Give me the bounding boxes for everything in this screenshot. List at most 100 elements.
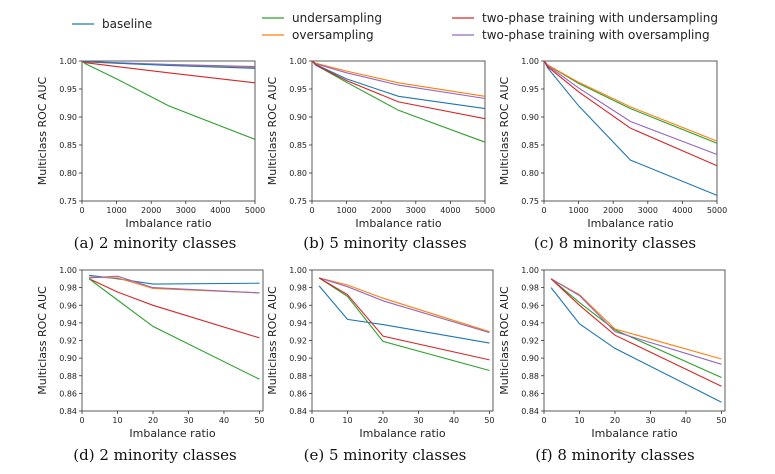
x-tick-label: 10 xyxy=(342,416,352,425)
y-axis-label: Multiclass ROC AUC xyxy=(498,76,511,185)
y-tick-label: 0.75 xyxy=(289,197,307,206)
x-axis-label: Imbalance ratio xyxy=(125,217,211,230)
plot-frame xyxy=(543,60,718,202)
y-axis-label: Multiclass ROC AUC xyxy=(36,286,49,395)
series-line-oversampling xyxy=(550,278,722,360)
y-tick-label: 0.96 xyxy=(289,301,307,310)
legend-item-two_phase_over: two-phase training with oversampling xyxy=(452,28,710,42)
y-tick-label: 0.86 xyxy=(59,389,77,398)
y-axis-label: Multiclass ROC AUC xyxy=(266,76,279,185)
y-tick-label: 0.84 xyxy=(289,407,307,416)
series-line-two_phase_under xyxy=(82,60,256,84)
series-line-two_phase_over xyxy=(543,60,718,156)
y-tick-label: 0.90 xyxy=(521,113,539,122)
series-line-oversampling xyxy=(318,277,490,333)
x-tick-label: 4000 xyxy=(672,206,692,215)
y-tick-label: 0.80 xyxy=(289,169,307,178)
x-tick-label: 10 xyxy=(112,416,122,425)
x-tick-label: 1000 xyxy=(106,206,126,215)
panel-caption: (b) 5 minority classes xyxy=(303,234,466,252)
y-tick-label: 0.85 xyxy=(59,141,77,150)
series-line-undersampling xyxy=(318,277,490,372)
x-tick-label: 50 xyxy=(716,416,726,425)
chart-panel-5: 0 10 20 30 40 50 0.84 0.86 0.88 0.90 0.92 0.94 0.96 0… xyxy=(266,266,495,464)
y-tick-label: 0.94 xyxy=(521,319,539,328)
x-tick-label: 40 xyxy=(219,416,229,425)
chart-panel-2: 0 1000 2000 3000 4000 5000 0.75 0.80 0.85 0.90 0.9… xyxy=(266,57,495,252)
y-tick-label: 0.75 xyxy=(59,197,77,206)
legend-label: baseline xyxy=(102,17,152,31)
x-tick-label: 0 xyxy=(541,416,546,425)
x-tick-label: 5000 xyxy=(475,206,495,215)
x-tick-label: 30 xyxy=(645,416,655,425)
panel-caption: (c) 8 minority classes xyxy=(534,234,696,252)
y-tick-label: 1.00 xyxy=(59,57,77,66)
x-tick-label: 40 xyxy=(449,416,459,425)
legend-item-baseline: baseline xyxy=(72,17,152,31)
y-tick-label: 0.98 xyxy=(59,284,77,293)
y-tick-label: 0.86 xyxy=(289,389,307,398)
legend-item-oversampling: oversampling xyxy=(262,28,374,42)
x-tick-label: 3000 xyxy=(406,206,426,215)
series-line-two_phase_over xyxy=(311,60,486,100)
x-axis-label: Imbalance ratio xyxy=(591,427,677,440)
y-tick-label: 0.96 xyxy=(59,301,77,310)
x-axis-label: Imbalance ratio xyxy=(587,217,673,230)
x-tick-label: 2000 xyxy=(141,206,161,215)
x-tick-label: 30 xyxy=(413,416,423,425)
x-tick-label: 2000 xyxy=(603,206,623,215)
x-tick-label: 2000 xyxy=(371,206,391,215)
series-line-undersampling xyxy=(81,61,256,140)
series-line-oversampling xyxy=(543,60,718,142)
y-axis-label: Multiclass ROC AUC xyxy=(36,76,49,185)
y-tick-label: 0.84 xyxy=(59,407,77,416)
legend-label: two-phase training with oversampling xyxy=(482,28,710,42)
x-tick-label: 20 xyxy=(148,416,158,425)
chart-panel-6: 0 10 20 30 40 50 0.84 0.86 0.88 0.90 0.92 0.94 0.96 0… xyxy=(498,266,727,464)
x-tick-label: 5000 xyxy=(245,206,265,215)
panel-caption: (e) 5 minority classes xyxy=(304,446,467,464)
y-tick-label: 0.80 xyxy=(521,169,539,178)
legend-item-two_phase_under: two-phase training with undersampling xyxy=(452,11,718,25)
y-tick-label: 0.98 xyxy=(521,284,539,293)
series-line-two_phase_under xyxy=(550,278,722,387)
x-axis-label: Imbalance ratio xyxy=(355,217,441,230)
legend: baseline undersampling oversampling two-pha… xyxy=(72,11,718,42)
y-tick-label: 0.84 xyxy=(521,407,539,416)
series-line-undersampling xyxy=(88,278,260,380)
plot-frame xyxy=(81,60,256,202)
y-tick-label: 0.88 xyxy=(289,372,307,381)
y-tick-label: 0.90 xyxy=(59,354,77,363)
y-tick-label: 0.92 xyxy=(521,337,539,346)
x-axis-label: Imbalance ratio xyxy=(129,427,215,440)
x-tick-label: 0 xyxy=(79,206,84,215)
x-tick-label: 50 xyxy=(484,416,494,425)
y-tick-label: 0.85 xyxy=(521,141,539,150)
y-tick-label: 1.00 xyxy=(521,266,539,275)
y-tick-label: 0.88 xyxy=(59,372,77,381)
y-tick-label: 0.90 xyxy=(289,113,307,122)
y-tick-label: 0.98 xyxy=(289,284,307,293)
y-tick-label: 0.90 xyxy=(521,354,539,363)
x-tick-label: 0 xyxy=(309,206,314,215)
x-tick-label: 20 xyxy=(610,416,620,425)
legend-label: two-phase training with undersampling xyxy=(482,11,718,25)
legend-label: undersampling xyxy=(292,11,382,25)
series-line-two_phase_under xyxy=(311,60,486,120)
series-line-two_phase_over xyxy=(550,278,722,365)
x-tick-label: 3000 xyxy=(176,206,196,215)
y-axis-label: Multiclass ROC AUC xyxy=(498,286,511,395)
y-tick-label: 0.85 xyxy=(289,141,307,150)
chart-panel-1: 0 1000 2000 3000 4000 5000 0.75 0.80 0.85 0.90 0.9… xyxy=(36,57,265,252)
series-line-undersampling xyxy=(550,278,722,379)
x-tick-label: 50 xyxy=(254,416,264,425)
y-tick-label: 0.92 xyxy=(59,337,77,346)
x-tick-label: 1000 xyxy=(568,206,588,215)
series-line-two_phase_under xyxy=(543,60,718,167)
x-tick-label: 5000 xyxy=(707,206,727,215)
x-tick-label: 20 xyxy=(378,416,388,425)
panel-caption: (f) 8 minority classes xyxy=(535,446,694,464)
y-tick-label: 1.00 xyxy=(289,266,307,275)
y-tick-label: 0.80 xyxy=(59,169,77,178)
